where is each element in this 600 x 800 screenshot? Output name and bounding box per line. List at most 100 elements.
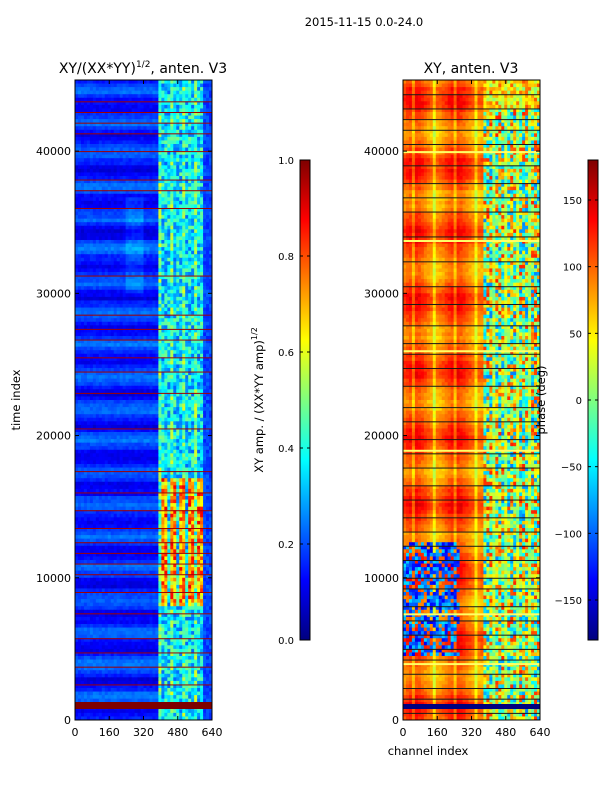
left-heatmap-cell [155,179,159,184]
left-heatmap-cell [75,304,79,309]
left-heatmap-cell [86,250,91,255]
left-heatmap-cell [83,193,88,198]
left-heatmap-cell [203,414,207,419]
left-heatmap-cell [92,186,97,191]
left-heatmap-cell [167,119,171,124]
left-heatmap-cell [86,289,91,294]
left-heatmap-cell [155,243,159,248]
left-heatmap-cell [173,154,177,159]
left-heatmap-cell [155,410,159,415]
left-heatmap-cell [92,336,97,341]
left-heatmap-cell [173,229,177,234]
left-heatmap-cell [83,449,88,454]
left-heatmap-cell [158,222,162,227]
left-heatmap-cell [176,257,180,262]
left-heatmap-cell [101,257,106,262]
left-heatmap-cell [182,446,186,451]
left-heatmap-cell [137,336,142,341]
left-heatmap-cell [134,272,139,277]
left-heatmap-cell [143,257,148,262]
left-heatmap-cell [83,424,88,430]
left-heatmap-cell [101,200,106,206]
left-heatmap-cell [200,353,204,358]
left-heatmap-cell [167,343,171,348]
left-heatmap-cell [134,321,139,326]
left-heatmap-cell [194,101,198,106]
left-heatmap-cell [152,343,157,348]
left-heatmap-cell [75,179,79,184]
left-heatmap-cell [101,151,106,156]
left-heatmap-cell [83,225,88,230]
left-heatmap-cell [92,293,97,298]
left-heatmap-cell [179,183,183,188]
left-heatmap-cell [182,129,186,134]
left-heatmap-cell [86,439,91,444]
left-heatmap-cell [116,325,121,330]
left-heatmap-cell [89,129,94,134]
left-heatmap-cell [137,392,142,398]
left-heatmap-cell [131,400,136,405]
left-heatmap-cell [179,83,183,88]
left-heatmap-cell [191,129,195,134]
left-heatmap-cell [137,389,142,394]
left-heatmap-cell [182,211,186,216]
left-heatmap-cell [164,140,168,145]
left-heatmap-cell [125,350,130,355]
left-heatmap-cell [116,140,121,145]
left-heatmap-cell [119,168,124,174]
left-heatmap-cell [176,336,180,341]
left-heatmap-cell [131,364,136,369]
left-heatmap-cell [131,83,136,88]
left-heatmap-cell [89,126,94,131]
left-heatmap-cell [170,211,174,216]
left-heatmap-cell [119,339,124,344]
left-heatmap-cell [200,449,204,454]
left-heatmap-cell [155,261,159,266]
left-heatmap-cell [152,410,157,415]
left-heatmap-cell [179,257,183,262]
left-heatmap-cell [176,407,180,412]
left-heatmap-cell [95,83,100,88]
left-heatmap-cell [137,122,142,127]
left-heatmap [75,80,212,720]
left-heatmap-cell [101,104,106,110]
left-heatmap-cell [176,108,180,113]
left-heatmap-cell [200,428,204,433]
left-heatmap-cell [182,236,186,241]
left-heatmap-cell [116,250,121,255]
left-heatmap-cell [176,247,180,252]
left-heatmap-cell [134,325,139,330]
left-heatmap-cell [125,296,130,302]
left-heatmap-cell [113,300,118,305]
left-heatmap-cell [152,236,157,241]
left-heatmap-cell [164,286,168,291]
left-heatmap-cell [80,293,85,298]
left-heatmap-cell [146,115,151,120]
left-heatmap-cell [131,275,136,280]
left-heatmap-cell [164,204,168,209]
left-heatmap-cell [98,80,103,85]
left-heatmap-cell [77,421,82,426]
left-heatmap-cell [209,296,212,302]
left-heatmap-cell [137,321,142,326]
left-heatmap-cell [113,186,118,191]
left-heatmap-cell [101,101,106,106]
left-heatmap-cell [143,314,148,319]
left-heatmap-cell [119,336,124,341]
left-heatmap-cell [83,94,88,99]
left-heatmap-cell [77,208,82,213]
left-heatmap-cell [182,396,186,401]
left-heatmap-cell [170,172,174,177]
left-heatmap-cell [113,183,118,188]
left-heatmap-cell [209,336,212,341]
left-heatmap-cell [86,215,91,220]
left-heatmap-cell [164,410,168,415]
left-heatmap-cell [83,136,88,142]
left-heatmap-cell [77,364,82,369]
left-heatmap-cell [107,417,112,422]
left-heatmap-cell [75,83,79,88]
left-heatmap-cell [83,336,88,341]
left-heatmap-cell [95,293,100,298]
left-heatmap-cell [86,378,91,383]
left-heatmap-cell [158,300,162,305]
